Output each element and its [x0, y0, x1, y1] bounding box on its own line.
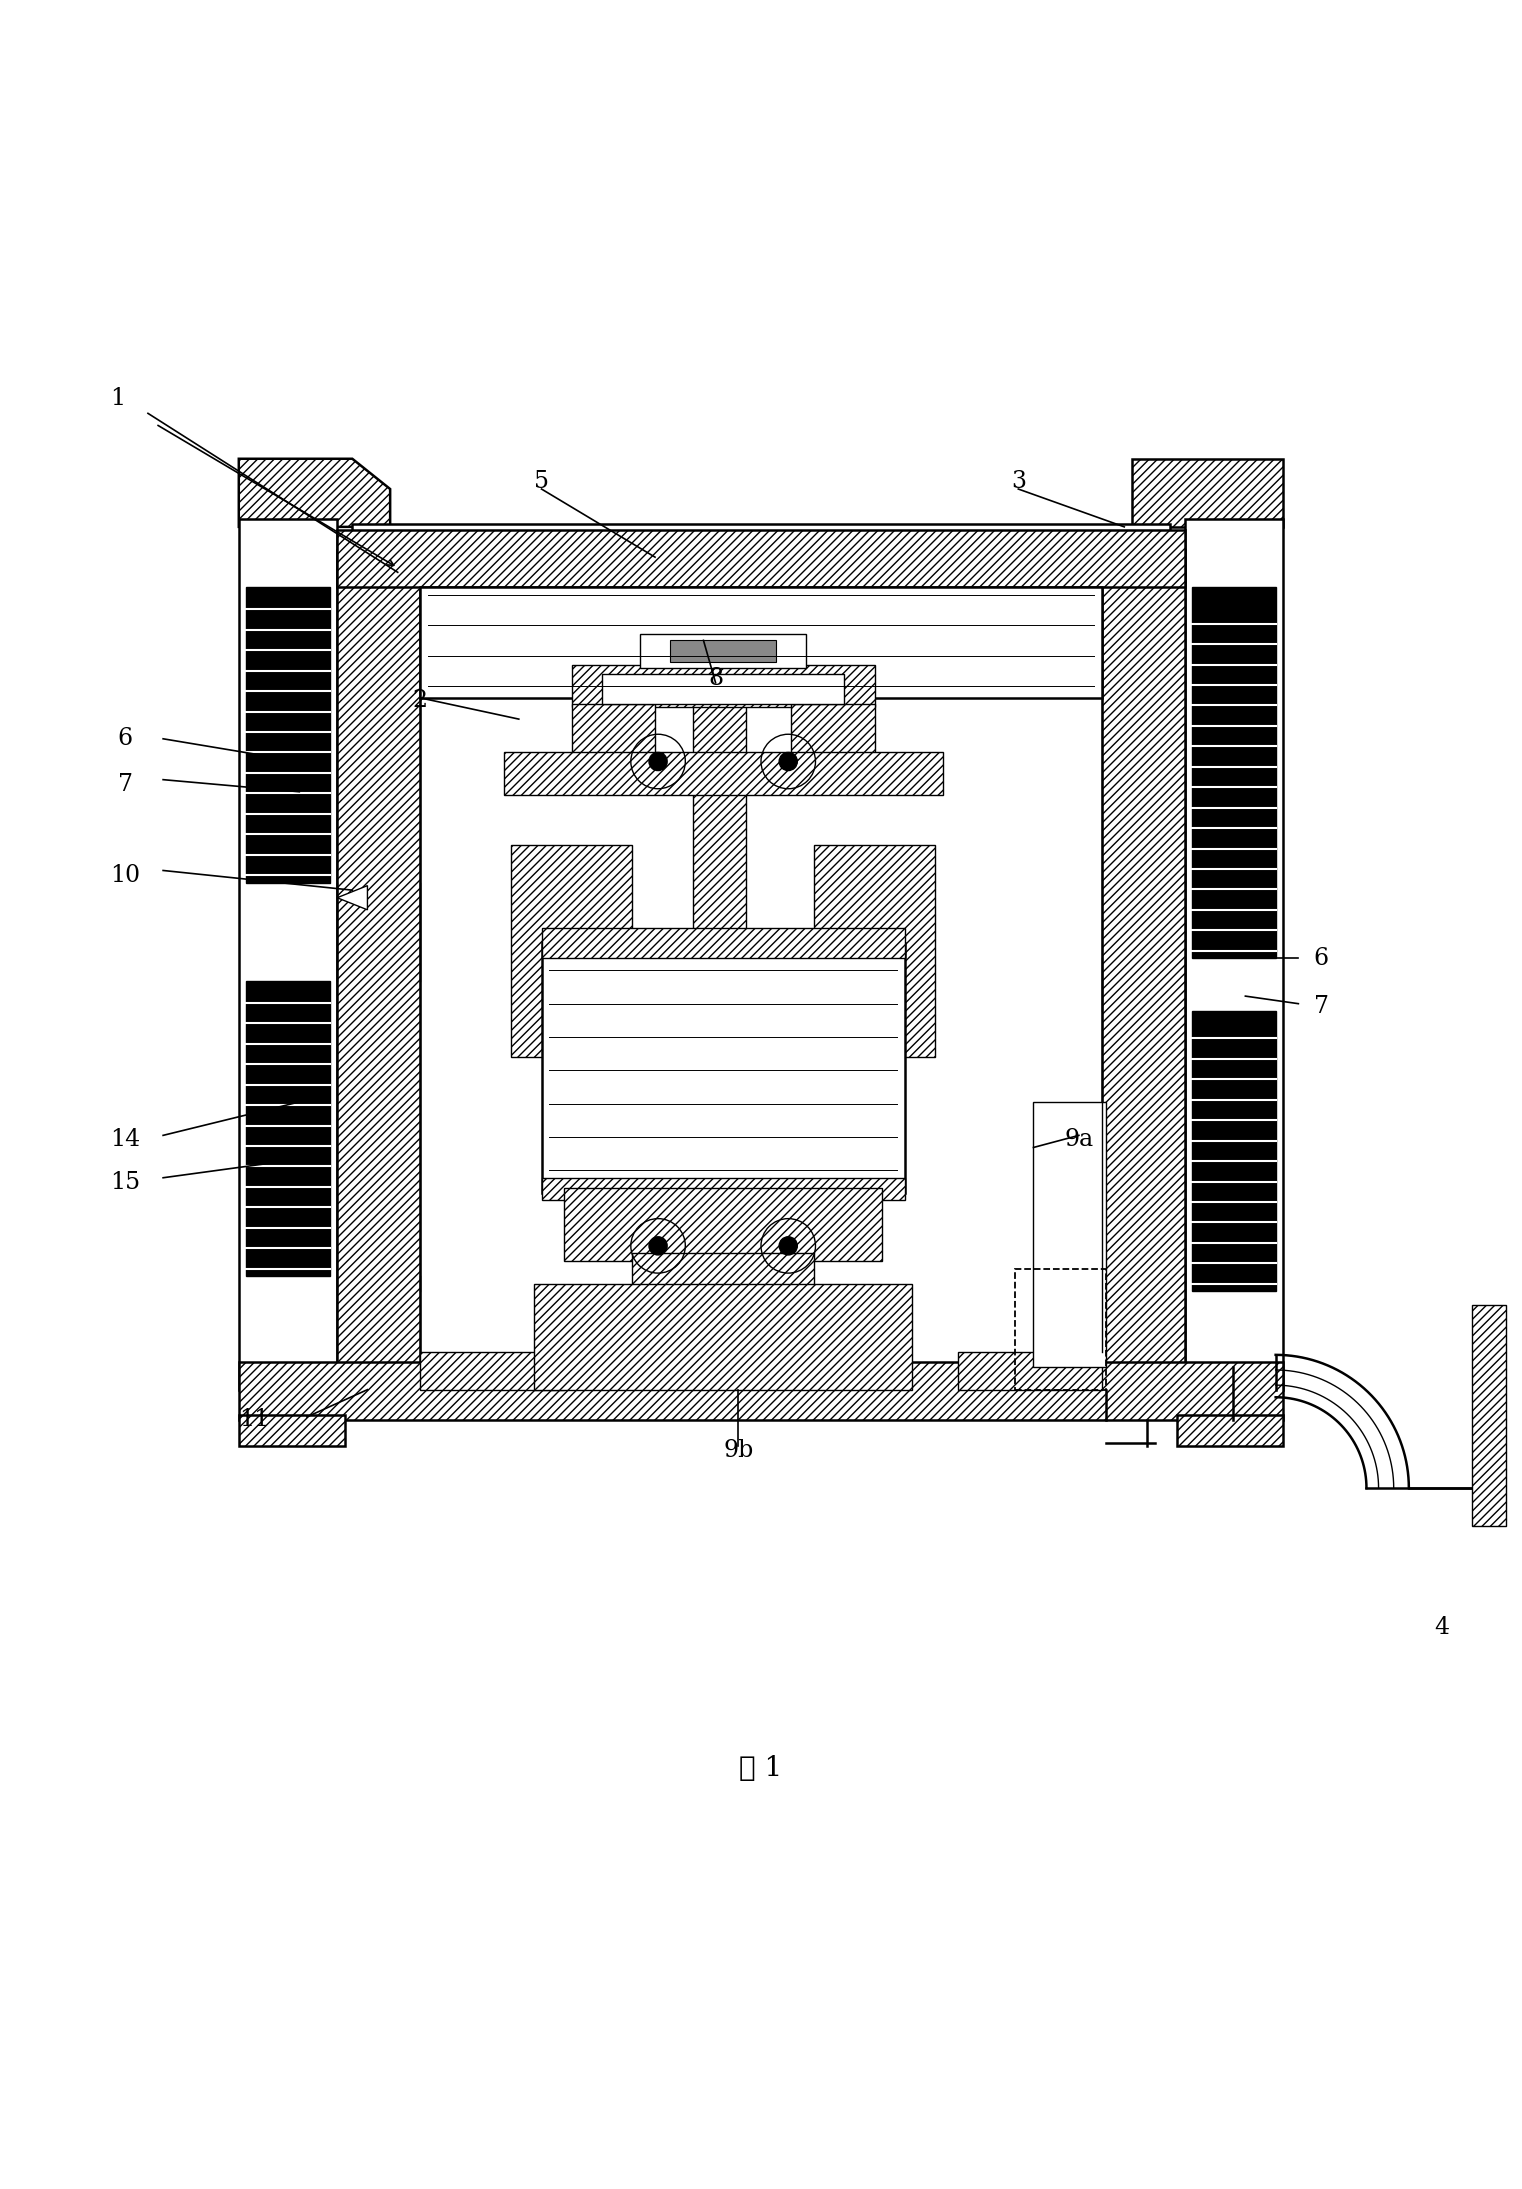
Bar — [338, 549, 420, 1366]
Bar — [1472, 1305, 1505, 1526]
Bar — [534, 1283, 912, 1390]
Circle shape — [779, 1237, 798, 1254]
Bar — [247, 587, 330, 882]
Polygon shape — [1132, 460, 1283, 528]
Bar — [511, 845, 632, 1057]
Text: 3: 3 — [1011, 471, 1026, 493]
Bar — [670, 641, 776, 661]
Bar — [603, 674, 845, 705]
Bar — [693, 679, 746, 1261]
Bar — [639, 635, 807, 668]
Polygon shape — [239, 460, 390, 528]
Text: 6: 6 — [1313, 948, 1329, 970]
Text: 9a: 9a — [1064, 1127, 1093, 1151]
Bar — [572, 705, 654, 762]
Bar — [632, 1254, 814, 1292]
Bar — [1184, 519, 1283, 1390]
Bar — [1033, 1101, 1106, 1366]
Text: 8: 8 — [708, 668, 723, 690]
Circle shape — [779, 753, 798, 771]
Bar — [504, 753, 942, 795]
Bar — [814, 845, 935, 1057]
Bar — [1177, 1416, 1283, 1445]
Text: 6: 6 — [117, 727, 132, 751]
Text: 10: 10 — [110, 862, 140, 887]
Bar — [239, 519, 338, 1390]
Bar — [572, 665, 875, 707]
Bar — [338, 530, 1184, 587]
Bar — [565, 1189, 883, 1261]
Text: 4: 4 — [1435, 1615, 1450, 1640]
Bar — [239, 1362, 1283, 1421]
Text: 图 1: 图 1 — [740, 1756, 782, 1782]
Bar — [239, 1416, 345, 1445]
Bar — [1102, 549, 1184, 1366]
Bar — [542, 928, 904, 959]
Bar — [247, 981, 330, 1276]
Bar — [957, 1353, 1102, 1390]
Bar — [542, 943, 904, 1193]
Text: 11: 11 — [239, 1408, 269, 1432]
Text: 5: 5 — [534, 471, 549, 493]
Text: 14: 14 — [110, 1127, 140, 1151]
Circle shape — [648, 1237, 667, 1254]
Bar — [352, 523, 1170, 558]
Circle shape — [648, 753, 667, 771]
Bar — [791, 705, 875, 762]
Polygon shape — [338, 887, 367, 911]
Bar — [420, 587, 1102, 698]
Text: 7: 7 — [1313, 996, 1329, 1018]
Text: 15: 15 — [110, 1171, 140, 1193]
Bar — [542, 1178, 904, 1200]
Text: 7: 7 — [117, 773, 132, 795]
Bar — [420, 1353, 565, 1390]
Text: 2: 2 — [412, 690, 428, 711]
Bar — [1015, 1270, 1106, 1390]
Bar — [1192, 587, 1275, 959]
Text: 9b: 9b — [723, 1438, 753, 1462]
Text: 1: 1 — [110, 387, 125, 409]
Bar — [1192, 1011, 1275, 1292]
